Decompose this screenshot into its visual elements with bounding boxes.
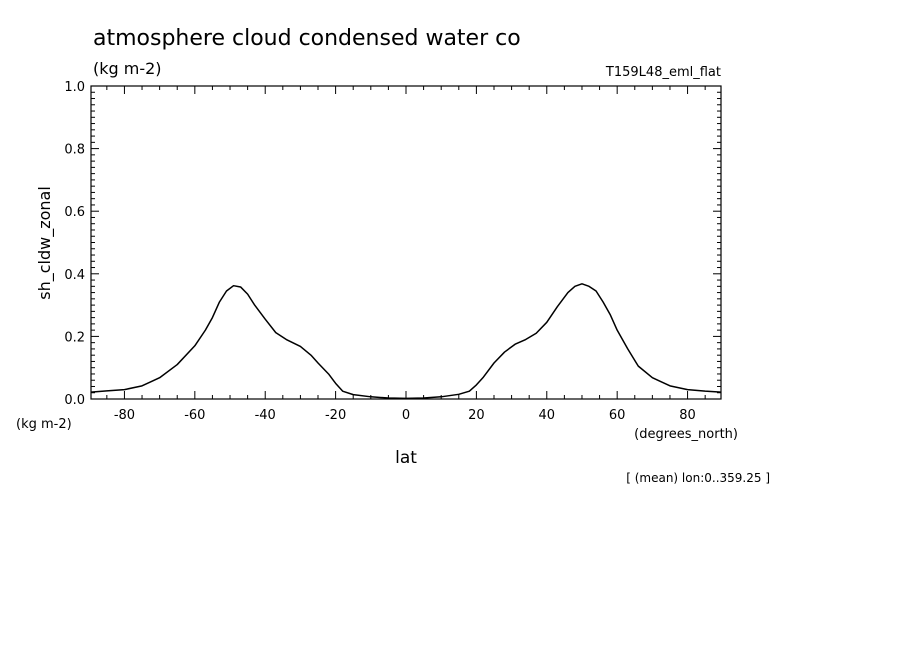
units-label: (kg m-2) [93,59,162,78]
run-label: T159L48_eml_flat [605,65,721,80]
x-tick-label: -40 [255,408,276,423]
series-line [90,283,722,400]
x-tick-label: -20 [325,408,346,423]
y-tick-label: 0.2 [64,330,85,345]
y-tick-label: 0.8 [64,143,85,158]
y-tick-label: 0.0 [64,393,85,408]
axis-ticks [91,85,721,400]
y-tick-label: 1.0 [64,80,85,95]
x-tick-label: 20 [468,408,485,423]
x-tick-label: 40 [539,408,556,423]
x-tick-label: -80 [114,408,135,423]
y-units-label: (kg m-2) [16,417,72,432]
y-axis-label: sh_cldw_zonal [35,186,55,300]
x-axis-label: lat [395,448,417,468]
chart-title: atmosphere cloud condensed water co [93,26,521,51]
x-tick-label: 60 [609,408,626,423]
x-units-label: (degrees_north) [634,427,738,442]
y-tick-label: 0.6 [64,205,85,220]
x-tick-labels: -80 -60 -40 -20 0 20 40 60 80 [114,408,696,423]
y-tick-labels: 0.0 0.2 0.4 0.6 0.8 1.0 [64,80,85,408]
x-tick-label: 0 [402,408,410,423]
plot-frame [90,85,722,400]
x-tick-label: -60 [184,408,205,423]
x-tick-label: 80 [679,408,696,423]
footnote: [ (mean) lon:0..359.25 ] [626,471,770,485]
y-tick-label: 0.4 [64,268,85,283]
